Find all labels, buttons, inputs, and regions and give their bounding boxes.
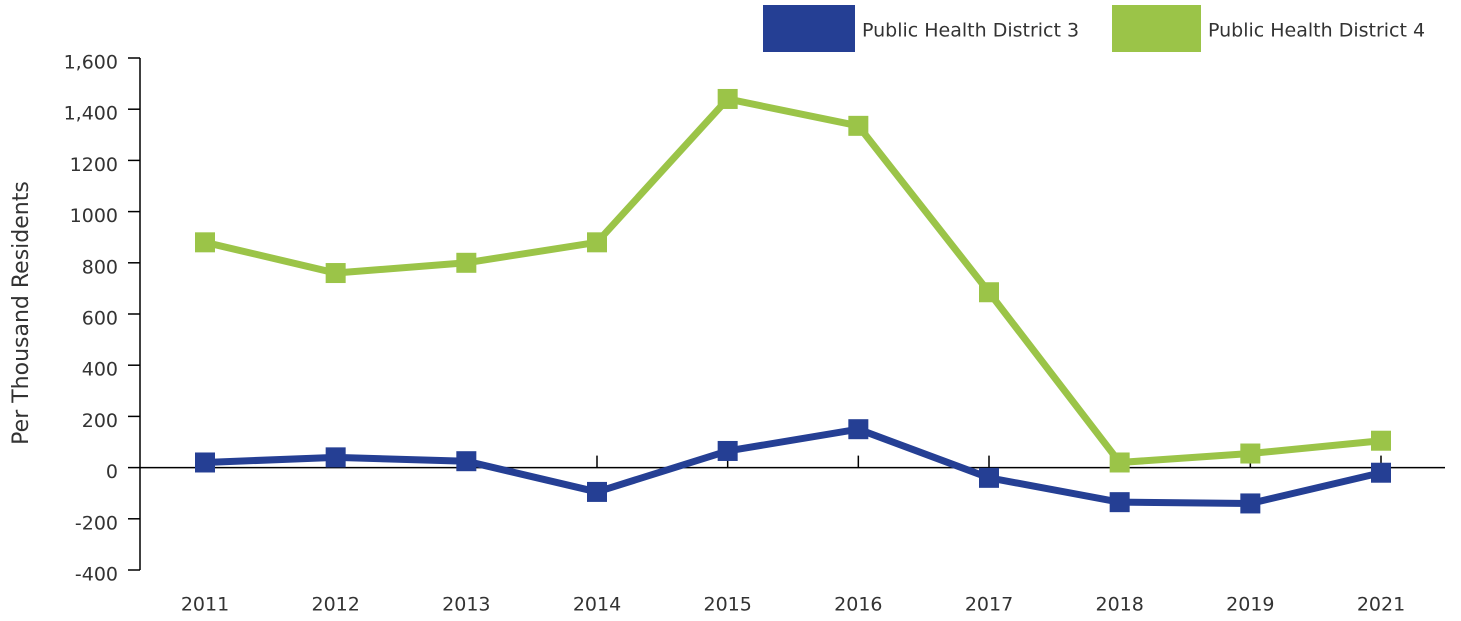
marker (1109, 452, 1130, 473)
marker (1240, 493, 1261, 514)
y-tick-label: 0 (106, 461, 118, 483)
marker (1371, 462, 1391, 483)
series-line (204, 95, 1382, 466)
marker (848, 115, 869, 136)
marker (587, 232, 607, 253)
x-tick-label: 2012 (311, 594, 359, 616)
marker (1109, 492, 1130, 513)
y-tick-label: 600 (82, 308, 118, 330)
y-tick-label: -400 (75, 564, 118, 586)
marker (848, 419, 869, 440)
marker (1240, 443, 1261, 464)
x-tick-label: 2015 (703, 594, 751, 616)
legend-label: Public Health District 4 (1208, 20, 1425, 42)
marker (717, 88, 738, 109)
marker (325, 447, 346, 468)
legend-swatch (763, 5, 855, 52)
x-tick-label: 2017 (965, 594, 1013, 616)
series-line (204, 425, 1382, 507)
marker (979, 467, 999, 488)
x-tick-label: 2019 (1226, 594, 1274, 616)
legend-label: Public Health District 3 (862, 20, 1079, 42)
x-tick-label: 2021 (1357, 594, 1405, 616)
y-tick-label: 200 (82, 410, 118, 432)
marker (195, 232, 215, 253)
x-tick-label: 2018 (1095, 594, 1143, 616)
y-tick-label: -200 (75, 512, 118, 534)
marker (587, 481, 607, 502)
legend-swatch (1112, 5, 1201, 52)
y-tick-label: 1200 (70, 154, 118, 176)
y-tick-label: 800 (82, 256, 118, 278)
marker (325, 263, 346, 284)
x-tick-label: 2013 (442, 594, 490, 616)
marker (195, 452, 215, 473)
x-tick-label: 2016 (834, 594, 882, 616)
marker (979, 282, 999, 303)
y-tick-label: 400 (82, 359, 118, 381)
y-tick-label: 1,600 (64, 52, 118, 74)
x-tick-label: 2014 (573, 594, 621, 616)
y-axis-label: Per Thousand Residents (9, 181, 34, 445)
y-tick-label: 1,400 (64, 103, 118, 125)
marker (456, 451, 477, 472)
marker (1371, 430, 1391, 451)
marker (456, 252, 477, 273)
marker (717, 440, 738, 461)
y-tick-label: 1000 (70, 205, 118, 227)
x-tick-label: 2011 (181, 594, 229, 616)
